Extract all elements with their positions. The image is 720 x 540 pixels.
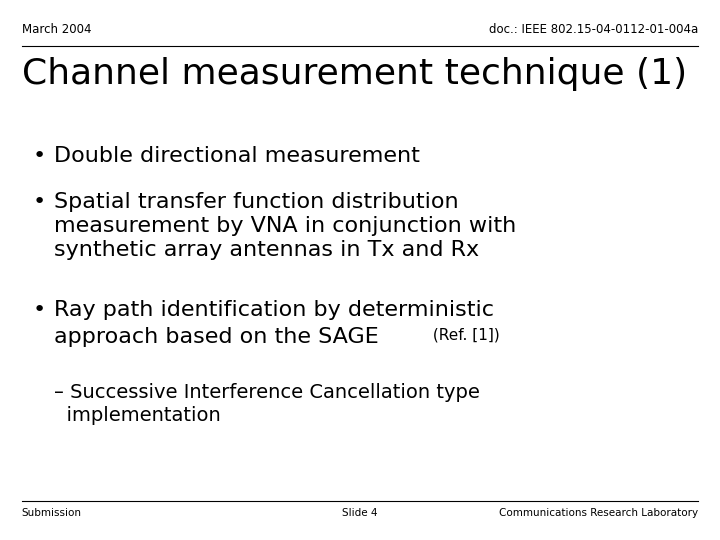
Text: Spatial transfer function distribution
measurement by VNA in conjunction with
sy: Spatial transfer function distribution m… (54, 192, 516, 260)
Text: (Ref. [1]): (Ref. [1]) (428, 327, 500, 342)
Text: – Successive Interference Cancellation type
  implementation: – Successive Interference Cancellation t… (54, 383, 480, 425)
Text: Submission: Submission (22, 508, 81, 518)
Text: Communications Research Laboratory: Communications Research Laboratory (499, 508, 698, 518)
Text: •: • (32, 300, 45, 320)
Text: Slide 4: Slide 4 (342, 508, 378, 518)
Text: •: • (32, 192, 45, 212)
Text: Channel measurement technique (1): Channel measurement technique (1) (22, 57, 687, 91)
Text: March 2004: March 2004 (22, 23, 91, 36)
Text: doc.: IEEE 802.15-04-0112-01-004a: doc.: IEEE 802.15-04-0112-01-004a (489, 23, 698, 36)
Text: Ray path identification by deterministic: Ray path identification by deterministic (54, 300, 494, 320)
Text: approach based on the SAGE: approach based on the SAGE (54, 327, 379, 347)
Text: Double directional measurement: Double directional measurement (54, 146, 420, 166)
Text: •: • (32, 146, 45, 166)
